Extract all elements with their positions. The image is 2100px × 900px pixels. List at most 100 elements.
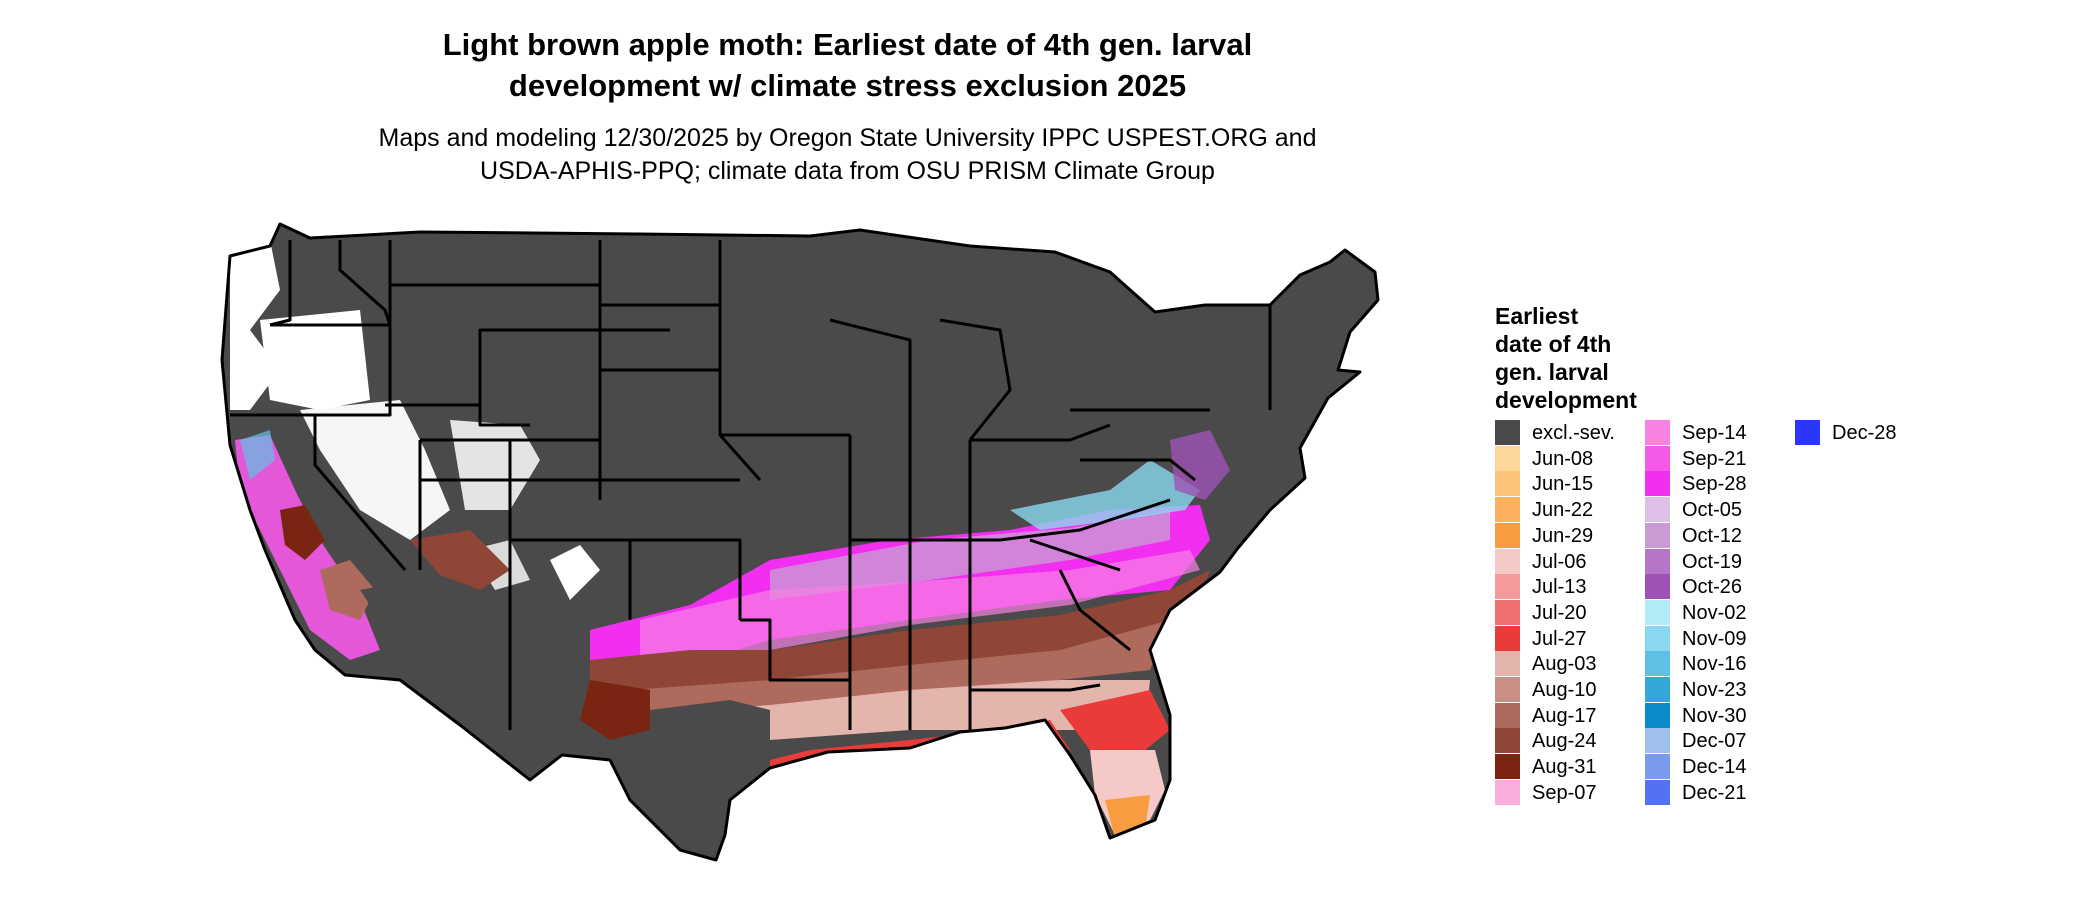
legend-label: Nov-23 — [1682, 679, 1747, 701]
excluded-arizona — [360, 570, 540, 680]
md-va-border — [1080, 458, 1196, 482]
legend-label: Oct-05 — [1682, 499, 1743, 522]
map-subtitle-line-1: Maps and modeling 12/30/2025 by Oregon S… — [378, 124, 1317, 152]
aug-24-band — [590, 570, 1210, 710]
legend-swatch — [1495, 625, 1520, 651]
sep-14-band — [640, 550, 1200, 670]
map-subtitle: Maps and modeling 12/30/2025 by Oregon S… — [0, 122, 1695, 188]
legend-swatch — [1645, 445, 1670, 471]
legend-swatch — [1645, 497, 1670, 523]
legend-swatch — [1645, 702, 1670, 728]
legend-label: Jul-20 — [1532, 601, 1587, 624]
sc-ga-border — [1058, 569, 1131, 652]
legend-swatch — [1495, 779, 1520, 805]
legend-swatch — [1645, 728, 1670, 754]
legend-label: Aug-10 — [1532, 679, 1597, 701]
legend-label: Jul-13 — [1532, 576, 1587, 599]
tn-ky-border — [850, 498, 1171, 542]
wy-border — [478, 328, 670, 410]
ca-nv-border — [313, 415, 407, 571]
legend-label: Nov-30 — [1682, 704, 1747, 727]
legend-swatch — [1495, 497, 1520, 523]
aug-31-central-valley — [280, 505, 325, 560]
ok-border — [630, 538, 742, 620]
legend-label: Oct-12 — [1682, 524, 1743, 547]
legend-swatch — [1645, 779, 1670, 805]
legend-label: Aug-17 — [1532, 704, 1597, 727]
legend-swatch — [1495, 420, 1520, 445]
legend-swatch — [1645, 625, 1670, 651]
nov-09-appalachia — [1010, 460, 1200, 530]
nc-sc-border — [1029, 538, 1121, 572]
conus-map — [220, 222, 1380, 862]
legend-swatch — [1495, 754, 1520, 780]
legend-swatch — [1495, 702, 1520, 728]
legend-label: Jun-22 — [1532, 499, 1594, 522]
legend-label: Jun-29 — [1532, 524, 1594, 547]
legend-swatch — [1495, 445, 1520, 471]
legend-swatch — [1495, 471, 1520, 497]
jul-27-north-florida — [1060, 690, 1170, 750]
legend-swatch — [1645, 471, 1670, 497]
map-subtitle-line-2: USDA-APHIS-PPQ; climate data from OSU PR… — [480, 157, 1215, 185]
legend-swatch — [1645, 677, 1670, 702]
legend-label: Sep-28 — [1682, 473, 1747, 496]
legend-title-line: Earliest — [1495, 303, 1579, 329]
legend-label: Dec-28 — [1832, 422, 1897, 444]
map-fill-layer — [222, 224, 1378, 860]
map-title-line-1: Light brown apple moth: Earliest date of… — [442, 27, 1253, 62]
legend-title-line: date of 4th — [1495, 331, 1612, 357]
legend-swatch — [1645, 599, 1670, 625]
legend-swatch — [1645, 574, 1670, 600]
legend-label: Oct-19 — [1682, 550, 1743, 573]
legend-label: Jun-08 — [1532, 447, 1594, 470]
legend-label: Dec-21 — [1682, 781, 1747, 804]
legend-label: Oct-26 — [1682, 576, 1743, 599]
idaho-nevada-border — [230, 240, 392, 417]
aug-31-west-texas — [580, 680, 650, 740]
legend-label: Dec-14 — [1682, 756, 1747, 779]
legend-label: Sep-14 — [1682, 422, 1747, 444]
aug-17-socal — [320, 560, 375, 620]
legend-swatch — [1645, 754, 1670, 780]
oct-26-mid-atlantic — [1170, 430, 1230, 500]
state-boundaries — [220, 222, 1380, 862]
nov-16-coast — [240, 430, 275, 480]
ar-la-border — [740, 618, 850, 682]
legend-label: Aug-24 — [1532, 730, 1597, 753]
aug-24-arizona — [410, 530, 510, 590]
legend-swatch — [1495, 677, 1520, 702]
no-dev-az-rim — [550, 545, 600, 600]
wi-border — [829, 318, 912, 410]
legend-swatch — [1495, 651, 1520, 677]
no-dev-utah — [450, 420, 540, 510]
legend-label: Nov-09 — [1682, 627, 1747, 650]
legend-label: Dec-07 — [1682, 730, 1747, 753]
legend-swatch — [1645, 420, 1670, 445]
aug-03-band — [690, 680, 1150, 750]
id-mt-border — [338, 240, 392, 326]
legend-title-line: gen. larval — [1495, 359, 1609, 385]
legend-swatch — [1495, 599, 1520, 625]
legend-label: Aug-31 — [1532, 756, 1597, 779]
legend-label: Nov-16 — [1682, 653, 1747, 676]
legend-swatch — [1495, 574, 1520, 600]
wa-id-border — [269, 240, 292, 327]
legend-swatch — [1495, 728, 1520, 754]
no-dev-great-basin — [300, 400, 450, 540]
legend-label: Aug-03 — [1532, 653, 1597, 676]
mi-border — [939, 318, 1012, 441]
legend-label: Jul-27 — [1532, 627, 1587, 650]
legend-swatch — [1495, 522, 1520, 548]
no-dev-oregon — [260, 310, 370, 410]
legend-title: Earliest date of 4th gen. larval develop… — [1495, 302, 1637, 414]
legend-swatch — [1795, 420, 1820, 445]
legend-label: Jul-06 — [1532, 550, 1587, 573]
map-title: Light brown apple moth: Earliest date of… — [0, 24, 1695, 106]
legend-swatch — [1495, 548, 1520, 574]
legend-label: Jun-15 — [1532, 473, 1594, 496]
legend-swatch — [1645, 651, 1670, 677]
legend-swatch — [1645, 548, 1670, 574]
oh-pa-border — [970, 423, 1111, 442]
ut-wy-border — [385, 403, 530, 427]
